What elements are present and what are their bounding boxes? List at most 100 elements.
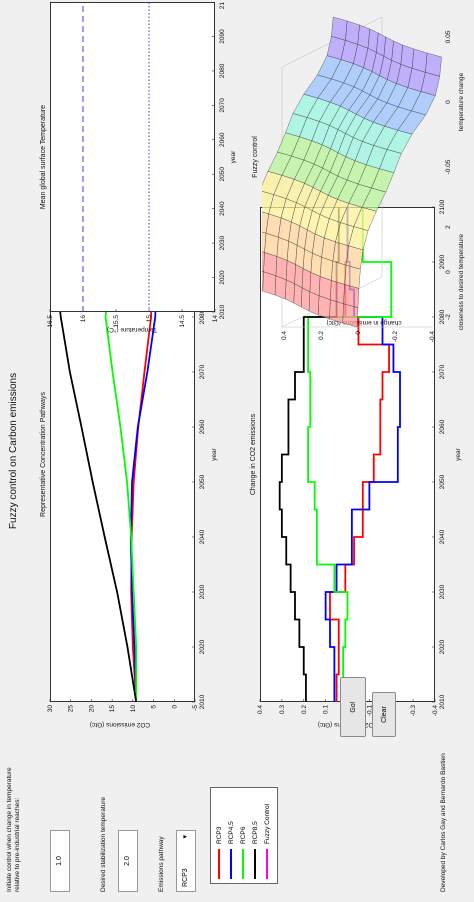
x-tick-label: 2010 <box>439 694 446 709</box>
initiate-field[interactable]: 1.0 <box>50 830 70 892</box>
legend-label: RCP8.5 <box>251 821 259 844</box>
x-tick-label: 2040 <box>439 529 446 544</box>
legend-item: RCP4.5 <box>225 788 237 883</box>
surface-cell <box>262 228 267 253</box>
series-line-rcp8-5 <box>278 207 340 702</box>
y-tick-label: 10 <box>130 705 137 713</box>
legend-label: RCP3 <box>215 826 223 844</box>
surface-cell <box>332 241 349 266</box>
y-tick-label: 0.4 <box>257 705 264 714</box>
x-tick-label: 2030 <box>219 236 226 251</box>
y-tick-label: -0.3 <box>410 705 417 717</box>
clear-button[interactable]: Clear <box>372 692 396 737</box>
surface-x-tick-label: -0.05 <box>445 159 452 174</box>
surface-cell <box>286 240 298 265</box>
x-tick-label: 2080 <box>219 63 226 78</box>
x-tick-label: 2100 <box>219 2 226 9</box>
surface-cell <box>262 248 265 272</box>
legend-item: Fuzzy Control <box>261 788 273 883</box>
y-tick-label: 25 <box>68 705 75 713</box>
surface-y-tick-label: 0.4 <box>281 331 288 340</box>
x-tick-label: 2070 <box>199 364 206 379</box>
y-tick-label: -0.4 <box>432 705 439 717</box>
surface-cell <box>411 48 428 73</box>
y-tick-label: 0 <box>171 705 178 709</box>
y-tick-label: 0.1 <box>323 705 330 714</box>
surface-y-tick-label: 0 <box>355 331 362 335</box>
x-tick-label: 2030 <box>199 584 206 599</box>
go-button[interactable]: Go! <box>340 677 366 737</box>
y-tick-label: 20 <box>88 705 95 713</box>
x-tick-label: 2080 <box>199 309 206 324</box>
legend-swatch <box>218 849 220 879</box>
pathway-selected: RCP3 <box>182 868 189 887</box>
series-line-rcp3 <box>329 207 390 702</box>
stab-label: Desired stabilization temperature <box>100 796 107 892</box>
x-tick-label: 2100 <box>439 199 446 214</box>
surface-title: Fuzzy control <box>252 136 259 178</box>
x-tick-label: 2010 <box>219 304 226 319</box>
legend-label: RCP4.5 <box>227 821 235 844</box>
surface-z-tick-label: -2 <box>445 314 452 320</box>
surface-cell <box>331 16 348 41</box>
temp-chart: 2010 2020 2030 2040 2050 2060 2070 2080 2090 2100… <box>47 2 226 328</box>
y-tick-label: 5 <box>151 705 158 709</box>
x-tick-label: 2050 <box>199 474 206 489</box>
x-tick-label: 2070 <box>439 364 446 379</box>
surface-cell <box>357 24 370 49</box>
surface-x-tick-label: 0.05 <box>445 30 452 43</box>
credits: Developed by Carlos Gay and Bernardo Bas… <box>440 753 447 892</box>
legend: RCP3 RCP4.5 RCP6 RCP8.5 Fuzzy Control <box>210 787 278 884</box>
x-tick-label: 2050 <box>439 474 446 489</box>
y-tick-label: -5 <box>192 705 199 711</box>
y-tick-label: 15.5 <box>113 315 120 328</box>
pathway-label: Emissions pathway <box>158 836 165 892</box>
x-tick-label: 2090 <box>439 254 446 269</box>
surface-y-tick-label: 0.2 <box>318 331 325 340</box>
x-tick-label: 2060 <box>199 419 206 434</box>
surface-plot: -0.4 -0.2 0 0.2 0.4 -0.05 0 0.05 -2 0 2 <box>262 16 452 343</box>
surface-cell <box>262 190 274 215</box>
surface-cell <box>262 267 264 292</box>
x-tick-label: 2050 <box>219 167 226 182</box>
x-tick-label: 2080 <box>439 309 446 324</box>
surface-cell <box>345 245 364 270</box>
legend-label: RCP6 <box>239 826 247 844</box>
x-tick-label: 2010 <box>199 694 206 709</box>
legend-item: RCP3 <box>213 788 225 883</box>
legend-label: Fuzzy Control <box>263 803 271 844</box>
x-tick-label: 2090 <box>219 29 226 44</box>
x-tick-label: 2040 <box>199 529 206 544</box>
initiate-label: Initiate control when change in temperat… <box>6 767 21 892</box>
legend-swatch <box>242 849 244 879</box>
y-tick-label: 16.5 <box>47 315 54 328</box>
surface-cell <box>425 52 442 77</box>
y-tick-label: 16 <box>80 315 87 323</box>
y-tick-label: 0.2 <box>301 705 308 714</box>
y-tick-label: 14 <box>212 315 219 323</box>
y-tick-label: 0.3 <box>279 705 286 714</box>
x-tick-label: 2030 <box>439 584 446 599</box>
x-tick-label: 2040 <box>219 201 226 216</box>
surface-y-tick-label: -0.4 <box>429 331 436 343</box>
chevron-down-icon: ▾ <box>182 835 189 839</box>
legend-item: RCP8.5 <box>249 788 261 883</box>
legend-swatch <box>266 849 268 879</box>
stab-field[interactable]: 2.0 <box>118 830 138 892</box>
y-tick-label: 30 <box>47 705 54 713</box>
y-tick-label: -0.1 <box>366 705 373 717</box>
legend-swatch <box>230 849 232 879</box>
x-tick-label: 2060 <box>439 419 446 434</box>
legend-swatch <box>254 849 256 879</box>
pathway-select[interactable]: RCP3 ▾ <box>176 830 196 892</box>
surface-z-tick-label: 0 <box>445 270 452 274</box>
surface-y-tick-label: -0.2 <box>392 331 399 343</box>
surface-x-tick-label: 0 <box>445 100 452 104</box>
surface-cell <box>262 209 269 234</box>
y-tick-label: 15 <box>109 705 116 713</box>
x-tick-label: 2020 <box>439 639 446 654</box>
surface-cell <box>345 20 360 45</box>
x-tick-label: 2070 <box>219 98 226 113</box>
y-tick-label: 15 <box>146 315 153 323</box>
